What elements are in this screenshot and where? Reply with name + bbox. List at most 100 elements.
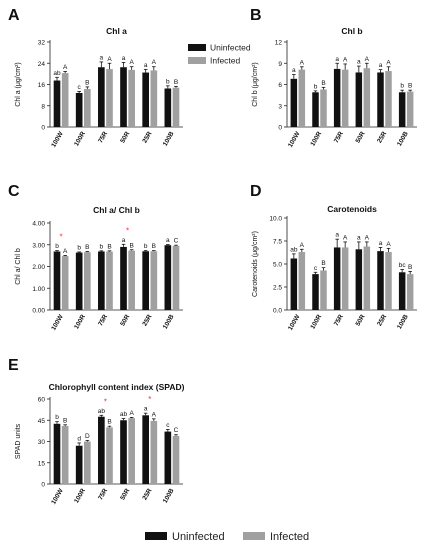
- y-tick-label: 3: [278, 103, 282, 110]
- bar-infected: [298, 252, 306, 310]
- significance-letter: a: [379, 240, 383, 247]
- x-tick-label: 100W: [50, 130, 65, 149]
- x-tick-label: 100R: [73, 130, 87, 147]
- legend-top: Uninfected Infected: [188, 43, 251, 66]
- bar-infected: [363, 68, 371, 127]
- y-tick-label: 3.00: [32, 242, 45, 249]
- bar-infected: [106, 427, 113, 484]
- x-tick-label: 75R: [97, 487, 109, 501]
- x-tick-label: 100B: [396, 130, 410, 147]
- x-tick-label: 50R: [119, 130, 131, 144]
- bar-infected: [406, 274, 414, 310]
- bar-uninfected: [164, 431, 172, 484]
- significance-letter: bc: [399, 262, 407, 269]
- significance-letter: C: [174, 427, 179, 434]
- legend-label-uninfected: Uninfected: [210, 43, 251, 53]
- y-tick-label: 6: [278, 82, 282, 89]
- significance-letter: A: [343, 234, 348, 241]
- y-tick-label: 7.5: [273, 239, 282, 246]
- bar-uninfected: [75, 252, 83, 310]
- bar-uninfected: [53, 423, 61, 484]
- significance-letter: b: [400, 83, 404, 90]
- x-tick-label: 25R: [376, 313, 388, 327]
- significance-star: *: [104, 397, 107, 406]
- bar-uninfected: [164, 88, 172, 127]
- significance-letter: B: [174, 79, 178, 86]
- bar-uninfected: [312, 274, 319, 310]
- y-tick-label: 10.0: [269, 216, 282, 223]
- x-tick-label: 100R: [73, 313, 87, 330]
- bar-infected: [128, 69, 135, 127]
- x-tick-label: 75R: [333, 313, 345, 327]
- significance-letter: B: [85, 244, 89, 251]
- bar-infected: [341, 247, 349, 310]
- y-tick-label: 0.00: [32, 308, 45, 315]
- significance-letter: b: [314, 83, 318, 90]
- significance-letter: A: [386, 59, 391, 66]
- significance-letter: b: [55, 243, 59, 250]
- x-tick-label: 50R: [355, 130, 367, 144]
- bar-uninfected: [312, 92, 319, 127]
- significance-letter: a: [122, 237, 126, 244]
- bar-uninfected: [398, 272, 406, 310]
- significance-letter: A: [152, 411, 157, 418]
- bar-infected: [84, 441, 91, 484]
- significance-star: *: [148, 395, 151, 404]
- y-tick-label: 24: [38, 61, 46, 68]
- y-tick-label: 32: [38, 40, 46, 47]
- bar-infected: [106, 69, 113, 127]
- significance-letter: A: [300, 59, 305, 66]
- bar-infected: [150, 70, 158, 127]
- y-axis-label: Carotenoids (μg/cm²): [252, 231, 259, 297]
- legend-swatch-uninfected: [145, 532, 167, 540]
- significance-letter: B: [408, 264, 412, 271]
- x-tick-label: 25R: [141, 487, 153, 501]
- bar-uninfected: [75, 93, 83, 127]
- bar-infected: [61, 73, 69, 127]
- bar-infected: [128, 418, 135, 484]
- y-tick-label: 16: [38, 82, 46, 89]
- x-tick-label: 75R: [333, 130, 345, 144]
- x-tick-label: 75R: [97, 313, 109, 327]
- bar-uninfected: [164, 245, 172, 310]
- chart-title: Chl a/ Chl b: [93, 205, 140, 215]
- significance-letter: a: [335, 232, 339, 239]
- y-axis-label: Chl b (μg/cm²): [252, 62, 259, 106]
- panel-letter: E: [8, 357, 19, 374]
- significance-letter: ab: [98, 408, 106, 415]
- x-tick-label: 100R: [309, 130, 323, 147]
- significance-letter: a: [122, 55, 126, 62]
- bar-infected: [61, 425, 69, 484]
- bar-infected: [172, 245, 180, 310]
- significance-letter: a: [357, 59, 361, 66]
- x-tick-label: 100W: [50, 313, 65, 332]
- bar-infected: [298, 69, 306, 127]
- panel-letter: A: [8, 7, 20, 24]
- y-tick-label: 0: [41, 125, 45, 132]
- x-tick-label: 100B: [162, 487, 176, 504]
- significance-letter: b: [55, 414, 59, 421]
- significance-letter: A: [152, 59, 157, 66]
- y-tick-label: 1.00: [32, 286, 45, 293]
- bar-infected: [84, 89, 91, 127]
- significance-letter: c: [78, 84, 82, 91]
- legend-label-infected: Infected: [270, 531, 309, 543]
- chart-panel-c: C Chl a/ Chl b Chl a/ Chl b 0.00 1.00 2.00 3.0…: [8, 183, 183, 332]
- significance-letter: a: [144, 62, 148, 69]
- bar-uninfected: [120, 420, 127, 484]
- y-tick-label: 0: [41, 482, 45, 489]
- significance-letter: A: [386, 241, 391, 248]
- significance-letter: b: [144, 243, 148, 250]
- chart-panel-e: E Chlorophyll content index (SPAD) SPAD un…: [8, 357, 185, 506]
- chart-title: Chlorophyll content index (SPAD): [49, 382, 185, 392]
- bar-infected: [172, 435, 180, 484]
- y-tick-label: 45: [38, 418, 46, 425]
- chart-title: Carotenoids: [327, 204, 377, 214]
- significance-letter: ab: [120, 411, 128, 418]
- significance-letter: a: [379, 62, 383, 69]
- legend-swatch-infected: [188, 57, 206, 64]
- significance-letter: ab: [53, 70, 61, 77]
- bar-uninfected: [120, 67, 127, 127]
